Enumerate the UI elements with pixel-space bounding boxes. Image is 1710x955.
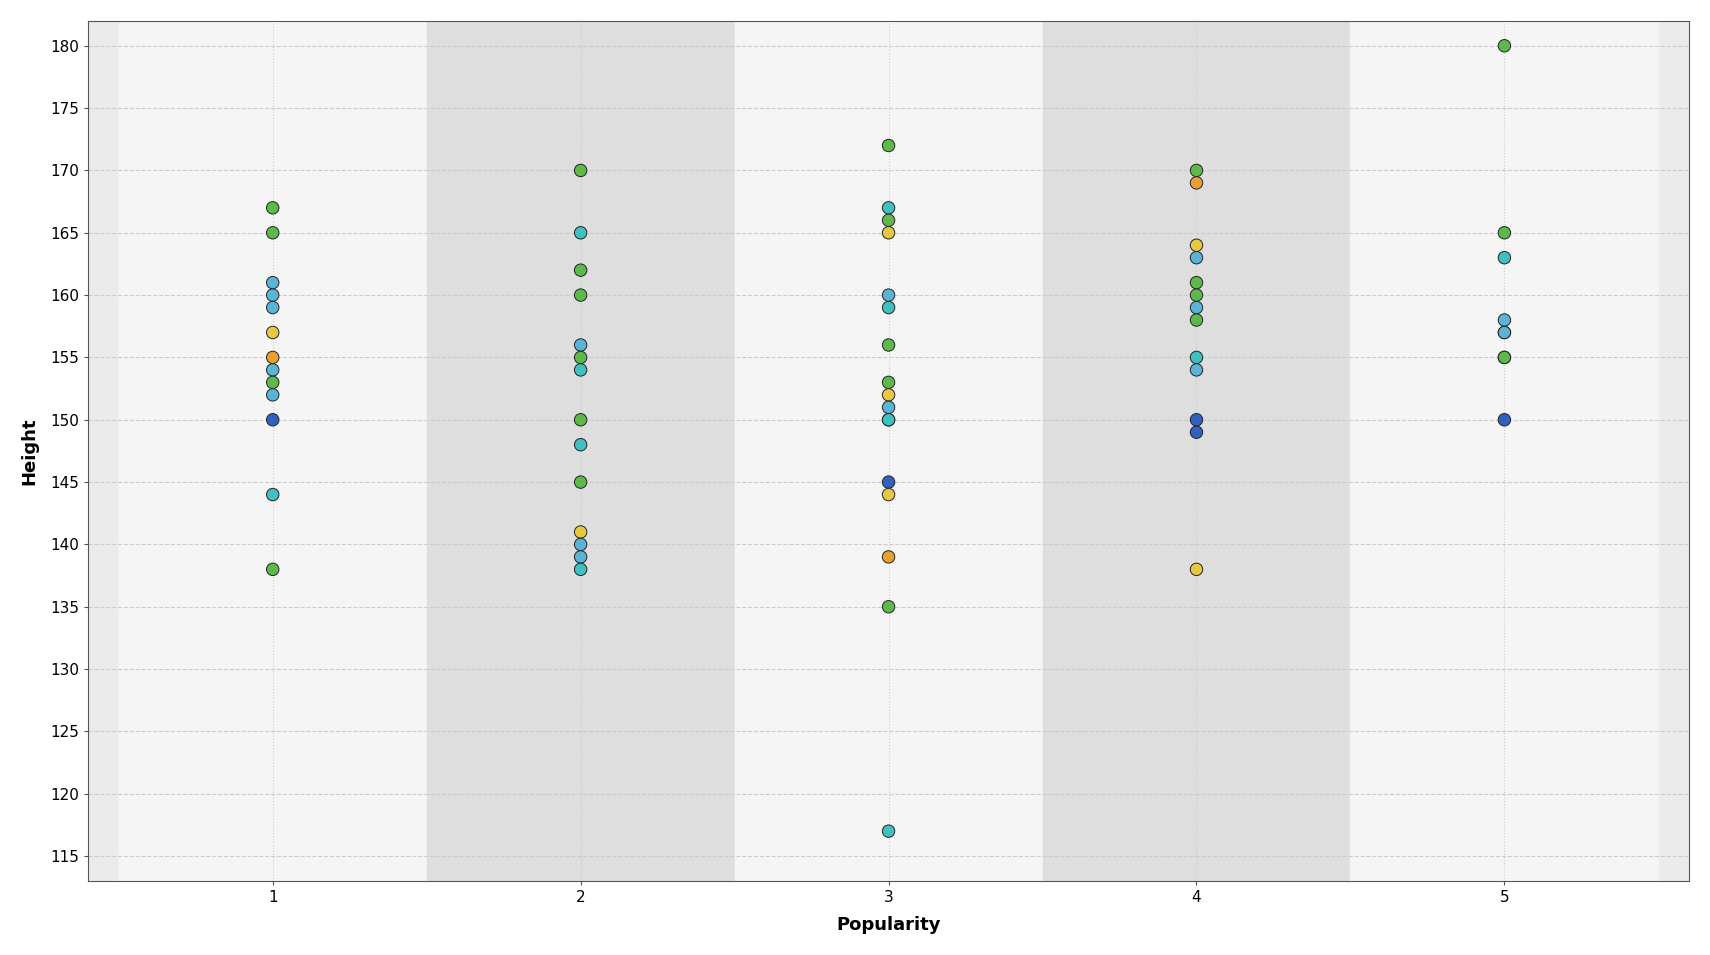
Bar xyxy=(1043,21,1351,881)
Point xyxy=(568,413,595,428)
Point xyxy=(258,487,286,502)
Point xyxy=(1183,162,1211,178)
Point xyxy=(1183,312,1211,328)
Point xyxy=(1183,562,1211,577)
Point xyxy=(258,300,286,315)
Point xyxy=(1183,350,1211,365)
Point xyxy=(568,337,595,352)
Point xyxy=(876,549,903,564)
Point xyxy=(258,374,286,390)
Point xyxy=(876,300,903,315)
Point xyxy=(876,599,903,614)
Point xyxy=(568,162,595,178)
Bar xyxy=(428,21,735,881)
Point xyxy=(1183,176,1211,191)
Point xyxy=(876,387,903,402)
Bar xyxy=(1351,21,1659,881)
Point xyxy=(1183,238,1211,253)
Point xyxy=(258,562,286,577)
Point xyxy=(568,537,595,552)
Point xyxy=(258,201,286,216)
Bar xyxy=(735,21,1043,881)
Point xyxy=(568,263,595,278)
Point xyxy=(876,399,903,414)
Point xyxy=(1491,312,1518,328)
Point xyxy=(1183,287,1211,303)
Point xyxy=(258,362,286,377)
Point xyxy=(876,201,903,216)
Point xyxy=(1491,225,1518,241)
Point xyxy=(568,562,595,577)
Point xyxy=(568,524,595,540)
Point xyxy=(568,287,595,303)
Point xyxy=(258,350,286,365)
Point xyxy=(568,475,595,490)
Point xyxy=(1491,350,1518,365)
Point xyxy=(876,823,903,838)
Point xyxy=(1491,350,1518,365)
Point xyxy=(876,374,903,390)
Point xyxy=(876,413,903,428)
Point xyxy=(258,225,286,241)
Point xyxy=(876,413,903,428)
Y-axis label: Height: Height xyxy=(21,417,39,485)
Point xyxy=(876,475,903,490)
Point xyxy=(1183,250,1211,265)
Point xyxy=(258,413,286,428)
Point xyxy=(258,387,286,402)
Point xyxy=(1183,300,1211,315)
Point xyxy=(568,437,595,453)
Point xyxy=(876,138,903,153)
Point xyxy=(876,225,903,241)
Point xyxy=(1491,250,1518,265)
Point xyxy=(876,287,903,303)
Point xyxy=(568,362,595,377)
X-axis label: Popularity: Popularity xyxy=(836,916,940,934)
Point xyxy=(568,225,595,241)
Point xyxy=(568,350,595,365)
Point xyxy=(1491,413,1518,428)
Point xyxy=(258,325,286,340)
Point xyxy=(1183,362,1211,377)
Point xyxy=(1491,325,1518,340)
Point xyxy=(1491,38,1518,53)
Point xyxy=(258,275,286,290)
Point xyxy=(1491,325,1518,340)
Point xyxy=(876,213,903,228)
Point xyxy=(876,337,903,352)
Point xyxy=(1183,413,1211,428)
Point xyxy=(876,487,903,502)
Point xyxy=(1183,425,1211,440)
Point xyxy=(1183,275,1211,290)
Point xyxy=(568,549,595,564)
Point xyxy=(258,287,286,303)
Bar xyxy=(118,21,428,881)
